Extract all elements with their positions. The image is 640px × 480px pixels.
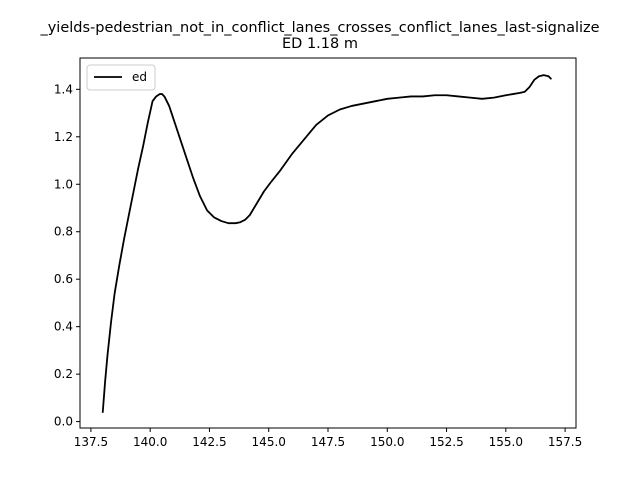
legend-label-ed: ed: [132, 70, 147, 84]
x-tick-label: 140.0: [133, 435, 167, 449]
x-tick-label: 157.5: [548, 435, 582, 449]
y-tick-label: 1.2: [54, 130, 73, 144]
y-tick-label: 0.0: [54, 415, 73, 429]
x-tick-label: 142.5: [192, 435, 226, 449]
y-axis-ticks: 0.0 0.2 0.4 0.6 0.8 1.0 1.2 1.4: [54, 82, 80, 429]
x-tick-label: 150.0: [370, 435, 404, 449]
chart-title: _yields-pedestrian_not_in_conflict_lanes…: [39, 20, 599, 36]
plot-area-frame: [79, 57, 577, 429]
x-tick-label: 152.5: [429, 435, 463, 449]
y-tick-label: 0.2: [54, 367, 73, 381]
y-tick-label: 0.6: [54, 272, 73, 286]
x-tick-label: 147.5: [311, 435, 345, 449]
y-tick-label: 1.0: [54, 177, 73, 191]
y-tick-label: 0.4: [54, 320, 73, 334]
x-axis-ticks: 137.5 140.0 142.5 145.0 147.5 150.0 152.5 155.0…: [74, 428, 582, 449]
x-tick-label: 137.5: [74, 435, 108, 449]
chart-subtitle: ED 1.18 m: [282, 36, 358, 52]
y-tick-label: 1.4: [54, 82, 73, 96]
y-tick-label: 0.8: [54, 225, 73, 239]
x-tick-label: 145.0: [252, 435, 286, 449]
series-line-ed: [101, 74, 552, 413]
legend: ed: [86, 64, 156, 91]
x-tick-label: 155.0: [489, 435, 523, 449]
